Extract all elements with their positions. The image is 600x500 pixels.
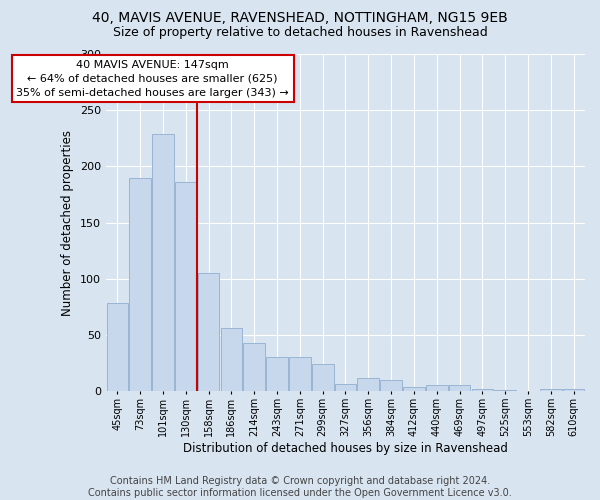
Bar: [289, 356, 311, 392]
Bar: [266, 356, 288, 392]
Bar: [175, 182, 197, 392]
Bar: [244, 343, 265, 392]
Bar: [472, 389, 493, 392]
Text: Size of property relative to detached houses in Ravenshead: Size of property relative to detached ho…: [113, 26, 487, 39]
Text: Contains HM Land Registry data © Crown copyright and database right 2024.
Contai: Contains HM Land Registry data © Crown c…: [88, 476, 512, 498]
Bar: [130, 178, 151, 392]
Bar: [107, 302, 128, 392]
Bar: [563, 389, 584, 392]
Bar: [312, 364, 334, 392]
Bar: [403, 387, 425, 392]
Text: 40, MAVIS AVENUE, RAVENSHEAD, NOTTINGHAM, NG15 9EB: 40, MAVIS AVENUE, RAVENSHEAD, NOTTINGHAM…: [92, 11, 508, 25]
Text: 40 MAVIS AVENUE: 147sqm
← 64% of detached houses are smaller (625)
35% of semi-d: 40 MAVIS AVENUE: 147sqm ← 64% of detache…: [16, 60, 289, 98]
Y-axis label: Number of detached properties: Number of detached properties: [61, 130, 74, 316]
Bar: [221, 328, 242, 392]
Bar: [449, 384, 470, 392]
Bar: [335, 384, 356, 392]
Bar: [358, 378, 379, 392]
X-axis label: Distribution of detached houses by size in Ravenshead: Distribution of detached houses by size …: [183, 442, 508, 455]
Bar: [380, 380, 402, 392]
Bar: [540, 389, 562, 392]
Bar: [494, 390, 516, 392]
Bar: [198, 274, 220, 392]
Bar: [426, 384, 448, 392]
Bar: [152, 134, 174, 392]
